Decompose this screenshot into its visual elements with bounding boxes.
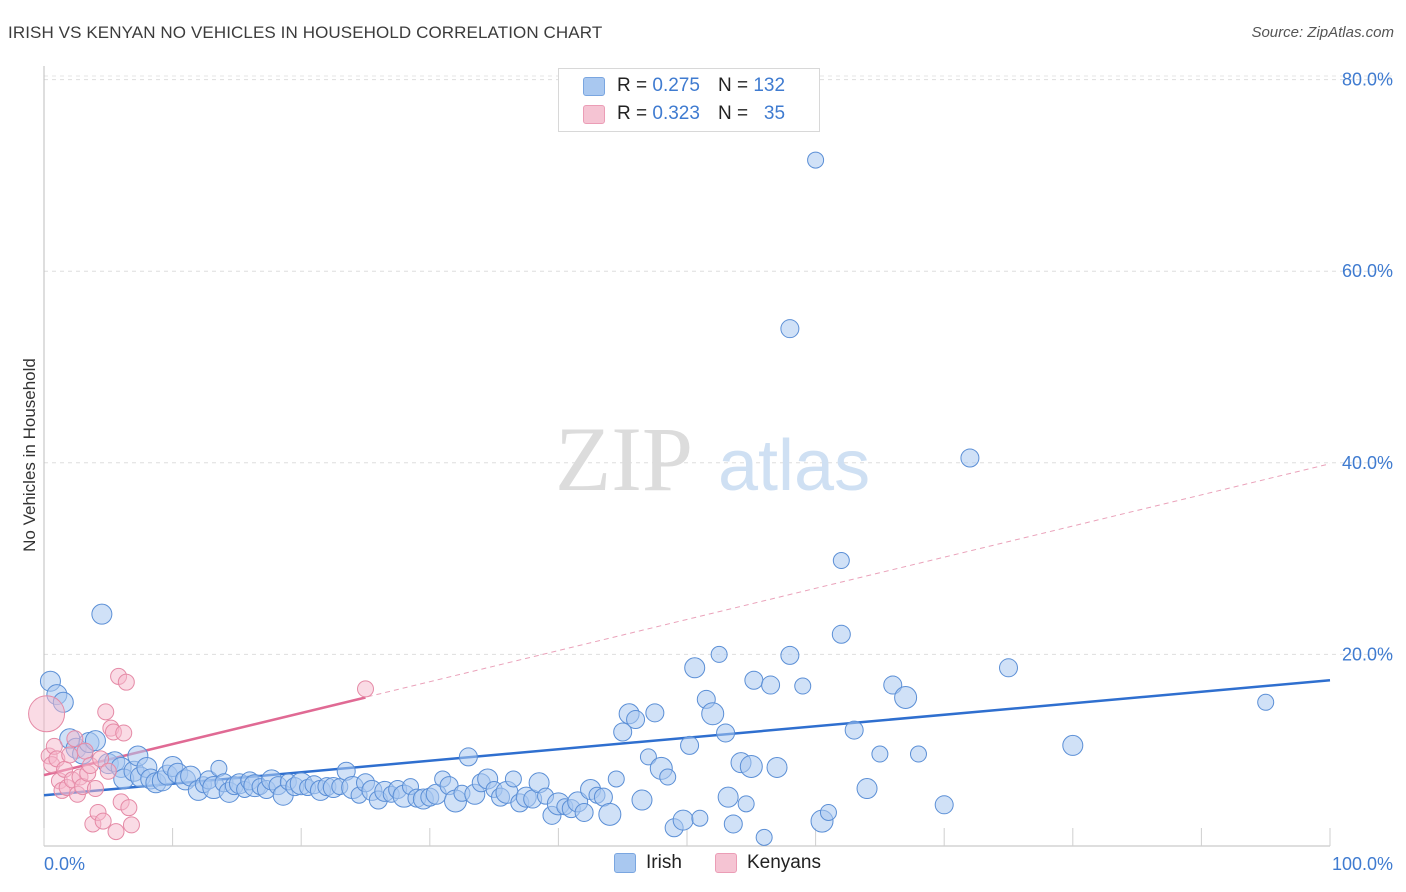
irish-point [934,795,954,815]
kenyan-point [97,703,115,721]
irish-point [780,319,800,339]
legend-item-kenyans[interactable]: Kenyans [715,852,821,874]
irish-point [91,603,113,625]
irish-point [613,722,633,742]
y-tick-label: 60.0% [1342,261,1393,281]
irish-point [672,809,694,831]
irish-point [999,658,1018,678]
irish-point [832,552,850,570]
kenyan-point [94,812,112,830]
r-value: 0.323 [652,103,700,124]
irish-point [607,770,625,788]
n-value: 35 [763,103,786,124]
x-tick-label-min: 0.0% [44,854,85,874]
irish-point [894,686,918,710]
n-value: 132 [753,75,786,96]
irish-swatch [583,76,605,96]
kenyan-point [86,780,104,798]
x-tick-label-max: 100.0% [1332,854,1393,874]
irish-point [574,802,594,822]
stats-legend: R = 0.275 N = 132 R = 0.323 N = 35 [558,68,820,132]
irish-point [739,754,763,778]
r-value: 0.275 [652,75,700,96]
irish-point [766,756,788,778]
irish-point [458,747,478,767]
grid-lines [44,75,1392,655]
irish-point [755,828,773,846]
irish-point [819,803,837,821]
n-label: N = [717,75,749,96]
irish-point [737,795,755,813]
irish-point [645,703,665,723]
r-label: R = [617,75,648,96]
legend-label: Irish [646,852,682,873]
kenyan-point [115,724,133,742]
y-tick-label: 40.0% [1342,453,1393,473]
irish-point [639,748,657,766]
irish-point [598,802,622,826]
irish-point [710,645,728,663]
irish-point [691,809,709,827]
kenyan-point [61,746,79,764]
irish-point [723,814,743,834]
irish-point [631,789,653,811]
irish-point [844,720,864,740]
watermark-atlas: atlas [718,426,870,506]
y-tick-label: 80.0% [1342,70,1393,90]
legend-item-irish[interactable]: Irish [614,852,682,874]
irish-point [856,778,878,800]
irish-point [883,675,903,695]
irish-swatch [614,853,636,873]
stats-row-kenyans: R = 0.323 N = 35 [583,101,785,127]
series-legend: Irish Kenyans [0,852,1406,876]
irish-point [807,151,825,169]
kenyan-point [28,695,66,733]
irish-point [909,745,927,763]
kenyan-swatch [715,853,737,873]
kenyan-swatch [583,104,605,124]
watermark-zip: ZIP [555,408,693,510]
irish-point [504,770,522,788]
kenyan-point [120,799,138,817]
y-tick-label: 20.0% [1342,644,1393,664]
r-label: R = [617,103,648,124]
kenyan-point [99,762,117,780]
irish-point [680,735,700,755]
irish-point [1257,693,1275,711]
n-label: N = [717,103,749,124]
stats-row-irish: R = 0.275 N = 132 [583,73,785,99]
irish-point [684,657,706,679]
kenyan-point [357,680,374,698]
irish-point [659,768,677,786]
irish-point [761,675,781,695]
kenyan-point [122,816,140,834]
data-points [28,151,1275,846]
irish-point [626,710,646,730]
irish-point [1062,734,1084,756]
irish-point [960,448,980,468]
x-tick-labels: 0.0% 100.0% [44,854,1393,874]
kenyan-point [107,823,125,841]
chart-title: IRISH VS KENYAN NO VEHICLES IN HOUSEHOLD… [8,23,603,42]
kenyan-point [92,750,110,768]
kenyan-point [117,673,135,691]
irish-point [717,786,739,808]
kenyan-point [76,742,94,760]
irish-point [716,723,736,743]
irish-point [794,677,812,695]
kenyan-point [66,730,84,748]
source-credit: Source: ZipAtlas.com [1251,24,1394,41]
irish-point [831,624,851,644]
irish-point [744,670,764,690]
irish-point [780,645,800,665]
y-tick-labels: 20.0% 40.0% 60.0% 80.0% [1342,70,1393,665]
legend-label: Kenyans [747,852,821,873]
irish-point [871,745,889,763]
irish-point [701,702,725,726]
